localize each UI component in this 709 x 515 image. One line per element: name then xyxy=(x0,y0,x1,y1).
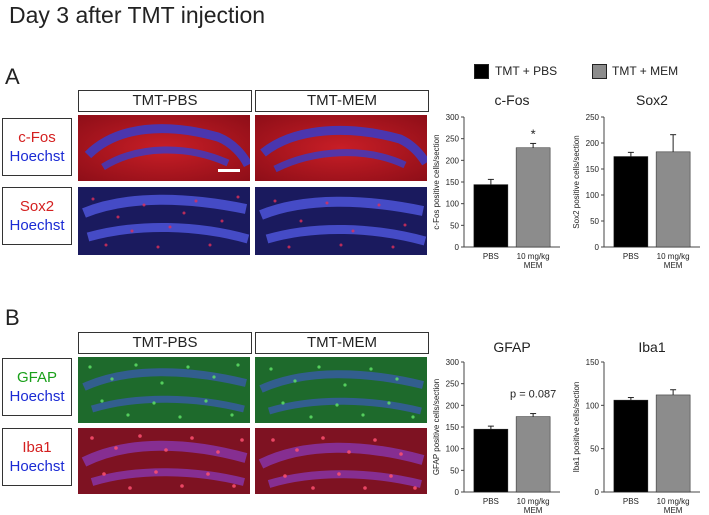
y-tick-label: 300 xyxy=(446,113,460,122)
chart-title: Iba1 xyxy=(638,339,665,355)
x-tick-label: 10 mg/kg xyxy=(657,252,690,261)
col-header-tmt-mem-a: TMT-MEM xyxy=(255,90,429,112)
figure-title: Day 3 after TMT injection xyxy=(9,2,266,28)
p-value-annotation: p = 0.087 xyxy=(510,389,556,401)
micrograph-cfos-mem xyxy=(255,115,427,181)
x-tick-label: PBS xyxy=(623,252,639,261)
bar-mem xyxy=(655,394,691,493)
micrograph-iba1-mem xyxy=(255,428,427,494)
chart-title: c-Fos xyxy=(495,92,530,108)
y-tick-label: 150 xyxy=(446,423,460,432)
col-header-tmt-pbs-a: TMT-PBS xyxy=(78,90,252,112)
y-tick-label: 200 xyxy=(446,156,460,165)
bar-pbs xyxy=(613,156,649,248)
x-tick-label: MEM xyxy=(524,506,543,515)
marker-label: Iba1 xyxy=(22,439,52,456)
row-label-sox2: Sox2 Hoechst xyxy=(2,187,72,245)
marker-label: c-Fos xyxy=(18,129,56,146)
chart-title: Sox2 xyxy=(636,92,668,108)
y-tick-label: 200 xyxy=(586,139,600,148)
y-tick-label: 0 xyxy=(595,488,600,497)
x-tick-label: 10 mg/kg xyxy=(657,497,690,506)
y-tick-label: 200 xyxy=(446,401,460,410)
bar-pbs xyxy=(473,184,509,248)
stain-label: Hoechst xyxy=(9,458,65,475)
legend-swatch-pbs xyxy=(474,64,489,79)
micrograph-sox2-mem xyxy=(255,187,427,255)
x-tick-label: MEM xyxy=(524,261,543,270)
micrograph-sox2-pbs xyxy=(78,187,250,255)
bar-mem xyxy=(515,147,551,248)
x-tick-label: MEM xyxy=(664,261,683,270)
micrograph-gfap-mem xyxy=(255,357,427,423)
scale-bar xyxy=(218,169,240,172)
chart-iba1: Iba1 Iba1 positive cells/section 0 50 100 150… xyxy=(572,339,700,515)
y-axis-label: c-Fos positive cells/section xyxy=(432,134,441,229)
micrograph-iba1-pbs xyxy=(78,428,250,494)
y-tick-label: 250 xyxy=(586,113,600,122)
y-tick-label: 150 xyxy=(446,178,460,187)
stain-label: Hoechst xyxy=(9,217,65,234)
y-tick-label: 50 xyxy=(450,221,459,230)
y-axis-label: Iba1 positive cells/section xyxy=(572,382,581,473)
significance-marker: * xyxy=(531,126,536,141)
x-tick-label: 10 mg/kg xyxy=(517,497,550,506)
panel-b-label: B xyxy=(5,305,20,330)
x-tick-label: 10 mg/kg xyxy=(517,252,550,261)
row-label-gfap: GFAP Hoechst xyxy=(2,358,72,416)
marker-label: GFAP xyxy=(16,369,57,386)
marker-label: Sox2 xyxy=(19,198,55,215)
x-tick-label: PBS xyxy=(623,497,639,506)
y-tick-label: 0 xyxy=(595,243,600,252)
y-tick-label: 50 xyxy=(590,445,599,454)
y-tick-label: 100 xyxy=(586,191,600,200)
y-tick-label: 50 xyxy=(590,217,599,226)
y-tick-label: 150 xyxy=(586,165,600,174)
y-tick-label: 250 xyxy=(446,380,460,389)
legend-label-pbs: TMT + PBS xyxy=(495,64,558,78)
col-header-tmt-mem-b: TMT-MEM xyxy=(255,332,429,354)
y-tick-label: 0 xyxy=(455,488,460,497)
x-tick-label: PBS xyxy=(483,252,499,261)
row-label-cfos: c-Fos Hoechst xyxy=(2,118,72,176)
y-axis-label: Sox2 positive cells/section xyxy=(572,135,581,228)
x-tick-label: PBS xyxy=(483,497,499,506)
stain-label: Hoechst xyxy=(9,388,65,405)
legend-label-mem: TMT + MEM xyxy=(612,64,679,78)
y-tick-label: 100 xyxy=(446,200,460,209)
y-tick-label: 0 xyxy=(455,243,460,252)
legend-swatch-mem xyxy=(592,64,607,79)
panel-a-label: A xyxy=(5,64,20,89)
y-tick-label: 50 xyxy=(450,466,459,475)
y-tick-label: 100 xyxy=(446,445,460,454)
chart-title: GFAP xyxy=(493,339,530,355)
col-header-tmt-pbs-b: TMT-PBS xyxy=(78,332,252,354)
y-tick-label: 250 xyxy=(446,135,460,144)
micrograph-gfap-pbs xyxy=(78,357,250,423)
chart-cfos: c-Fos c-Fos positive cells/section 0 50 100 1… xyxy=(432,92,560,270)
micrograph-cfos-pbs xyxy=(78,115,250,181)
y-axis-label: GFAP positive cells/section xyxy=(432,379,441,475)
y-tick-label: 150 xyxy=(586,358,600,367)
bar-mem xyxy=(515,416,551,493)
stain-label: Hoechst xyxy=(9,148,65,165)
y-tick-label: 100 xyxy=(586,401,600,410)
bar-mem xyxy=(655,151,691,248)
chart-sox2: Sox2 Sox2 positive cells/section 0 50 100 150… xyxy=(572,92,700,270)
bar-pbs xyxy=(473,428,509,493)
bar-pbs xyxy=(613,399,649,493)
x-tick-label: MEM xyxy=(664,506,683,515)
row-label-iba1: Iba1 Hoechst xyxy=(2,428,72,486)
chart-gfap: GFAP GFAP positive cells/section 0 50 100 150… xyxy=(432,339,560,515)
y-tick-label: 300 xyxy=(446,358,460,367)
